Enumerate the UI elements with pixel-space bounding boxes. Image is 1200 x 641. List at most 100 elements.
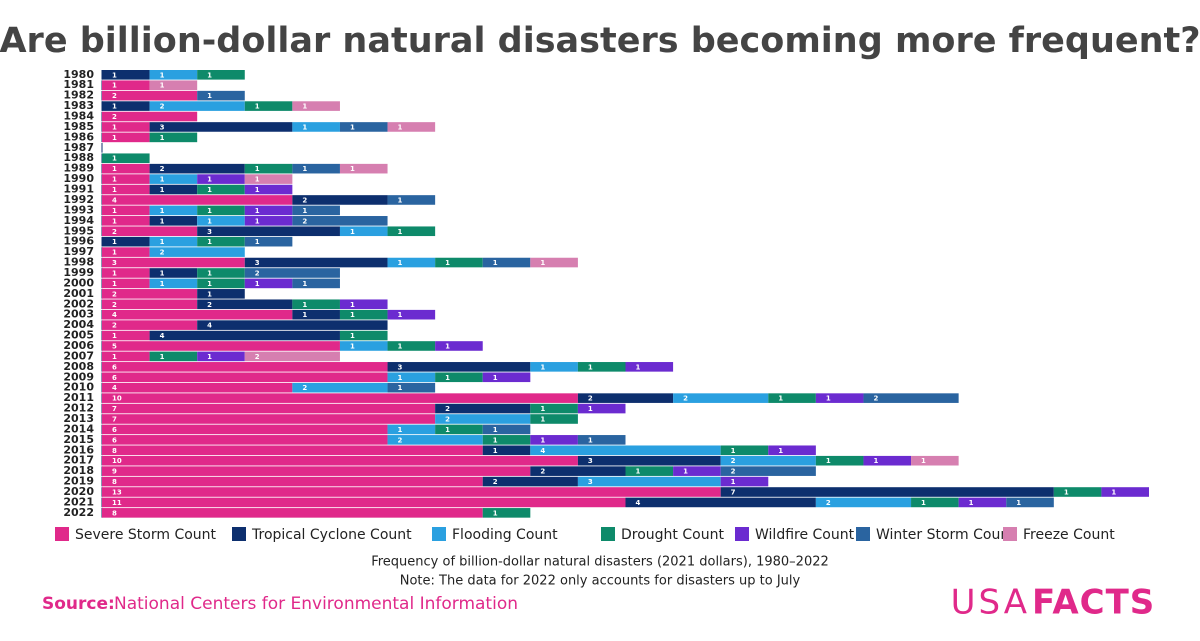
y-tick-label: 1986 — [63, 130, 94, 143]
bar-segment — [530, 445, 721, 456]
y-tick-label: 2001 — [63, 287, 94, 300]
bar-segment — [863, 455, 912, 466]
value-label: 1 — [350, 301, 355, 309]
value-label: 11 — [112, 499, 122, 507]
value-label: 1 — [302, 165, 307, 173]
bar-segment — [197, 90, 245, 101]
bar-segment — [673, 466, 721, 476]
bar-segment — [102, 122, 150, 132]
bar-segment — [102, 247, 150, 257]
y-tick-label: 1983 — [63, 99, 94, 112]
y-tick-label: 1995 — [63, 224, 94, 237]
bar-segment — [102, 320, 198, 330]
bar-segment — [102, 476, 483, 487]
bar-segment — [292, 278, 340, 289]
value-label: 1 — [302, 123, 307, 131]
bar-segment — [720, 487, 1054, 497]
y-tick-label: 1987 — [63, 141, 94, 154]
value-label: 1 — [398, 196, 403, 204]
source-label: Source: — [42, 594, 115, 614]
bar-segment — [720, 445, 769, 456]
bar-segment — [387, 362, 531, 372]
bar-segment — [244, 257, 388, 268]
bar-segment — [102, 268, 150, 278]
y-tick-label: 1991 — [63, 183, 94, 196]
value-label: 1 — [160, 207, 165, 215]
bar-segment — [292, 195, 388, 205]
bar-segment — [720, 455, 816, 466]
bar-segment — [197, 184, 245, 195]
bar-segment — [911, 497, 959, 508]
value-label: 2 — [112, 228, 117, 236]
y-tick-label: 2012 — [63, 402, 94, 415]
value-label: 2 — [588, 395, 593, 403]
bar-segment — [387, 341, 436, 351]
bar-segment — [197, 226, 340, 237]
bar-segment — [102, 216, 150, 226]
value-label: 3 — [588, 457, 593, 465]
value-label: 1 — [112, 71, 117, 79]
value-label: 1 — [778, 447, 783, 455]
bar-segment — [149, 184, 198, 195]
value-label: 1 — [255, 103, 260, 111]
value-label: 2 — [207, 301, 212, 309]
value-label: 1 — [445, 342, 450, 350]
value-label: 1 — [160, 353, 165, 361]
bar-segment — [339, 163, 388, 174]
bar-segment — [577, 435, 626, 445]
bar-segment — [102, 435, 388, 445]
bar-segment — [482, 257, 531, 268]
bar-segment — [482, 508, 531, 518]
bar-segment — [387, 122, 436, 132]
y-tick-label: 2006 — [63, 339, 94, 352]
value-label: 1 — [160, 82, 165, 90]
value-label: 1 — [398, 228, 403, 236]
value-label: 1 — [302, 280, 307, 288]
bar-segment — [149, 70, 198, 80]
value-label: 1 — [398, 123, 403, 131]
bar-segment — [768, 393, 816, 403]
value-label: 1 — [350, 165, 355, 173]
bar-segment — [149, 351, 198, 362]
legend-swatch — [856, 527, 870, 541]
y-tick-label: 1982 — [63, 89, 94, 102]
bar-segment — [435, 424, 483, 435]
value-label: 1 — [112, 238, 117, 246]
value-label: 1 — [493, 509, 498, 517]
value-label: 1 — [540, 436, 545, 444]
bar-segment — [102, 403, 436, 414]
bar-segment — [577, 476, 721, 487]
bar-segment — [102, 414, 436, 424]
y-tick-label: 1996 — [63, 235, 94, 248]
bar-segment — [292, 205, 340, 216]
value-label: 1 — [207, 186, 212, 194]
bar-segment — [197, 278, 245, 289]
bar-segment — [197, 289, 245, 299]
bar-segment — [102, 466, 531, 476]
y-tick-label: 2021 — [63, 495, 94, 508]
value-label: 1 — [255, 280, 260, 288]
value-label: 1 — [112, 134, 117, 142]
bar-segment — [102, 455, 578, 466]
bar-segment — [102, 424, 388, 435]
legend-swatch — [232, 527, 246, 541]
bar-segment — [197, 320, 388, 330]
value-label: 6 — [112, 426, 117, 434]
bar-segment — [339, 341, 388, 351]
legend-label: Severe Storm Count — [75, 527, 217, 543]
value-label: 1 — [160, 238, 165, 246]
bar-segment — [102, 299, 198, 310]
value-label: 1 — [255, 186, 260, 194]
bar-segment — [720, 476, 769, 487]
value-label: 1 — [255, 217, 260, 225]
value-label: 7 — [731, 489, 736, 497]
bar-segment — [149, 174, 198, 184]
legend-label: Freeze Count — [1023, 527, 1115, 543]
value-label: 1 — [112, 217, 117, 225]
value-label: 1 — [255, 176, 260, 184]
bar-segment — [530, 414, 578, 424]
bar-segment — [815, 497, 912, 508]
y-tick-label: 2005 — [63, 329, 94, 342]
y-tick-label: 2020 — [63, 485, 94, 498]
value-label: 6 — [112, 363, 117, 371]
